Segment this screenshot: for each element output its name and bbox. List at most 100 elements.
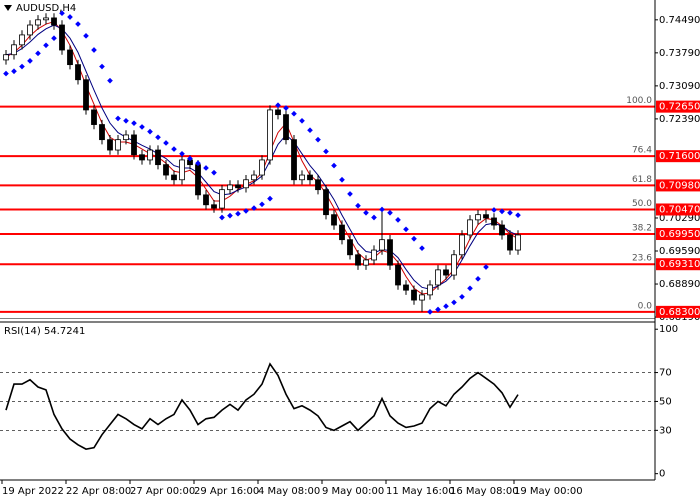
symbol-title: AUDUSD,H4 [16,3,76,14]
candle-body [275,109,281,116]
sar-dot [467,285,473,292]
sar-dot [371,214,377,221]
x-tick-label: 16 May 08:00 [450,486,519,497]
y-tick-label: 30 [659,425,672,436]
y-tick-label: 0 [659,469,665,480]
candle-body [379,239,385,251]
candle-body [251,174,257,181]
candle-body [459,234,465,256]
candle-body [235,184,241,189]
candle-body [507,234,513,251]
candle-body [443,269,449,276]
candle-body [67,49,73,66]
level-price-label: 0.68300 [659,307,700,318]
candle-body [43,17,49,21]
candle-body [387,239,393,266]
sar-dot [171,146,177,152]
labels: AUDUSD,H4 RSI(14) 54.7241 0.74490 0.73790… [2,3,700,497]
y-tick-label: 0.74490 [659,15,700,26]
level-price-label: 0.69310 [659,259,700,270]
sar-dot [315,136,321,143]
x-tick-label: 4 May 08:00 [258,486,320,497]
sar-dot [187,155,193,162]
candle-body [515,234,521,251]
fib-level-name: 50.0 [632,199,652,209]
sar-dot [115,115,121,122]
sar-dot [411,235,417,242]
x-tick-label: 19 Apr 2022 [2,486,64,497]
y-tick-label: 0.73090 [659,81,700,92]
sar-dot [123,117,129,124]
candle-body [203,194,209,206]
sar-dot [515,212,521,218]
sar-dot [483,264,489,270]
sar-dot [155,134,161,141]
sar-dot [299,117,305,124]
sar-dot [499,208,505,215]
candle-body [107,139,113,151]
sar-dot [443,303,449,310]
sar-dot [195,160,201,167]
level-price-box [656,203,700,216]
sar-dot [331,162,337,169]
sar-dot [75,21,81,27]
level-price-label: 0.72650 [659,102,700,113]
sar-dot [27,58,33,64]
sar-dot [139,124,145,130]
candle-body [99,124,105,141]
y-tick-label: 0.72390 [659,114,700,125]
sar-dot [323,148,329,155]
candle-body [219,189,225,209]
sar-dot [475,276,481,282]
sar-dot [267,195,273,202]
level-price-label: 0.69950 [659,229,700,240]
candle-body [427,284,433,296]
x-tick-label: 29 Apr 16:00 [194,486,259,497]
sar-dot [227,212,233,219]
price-panel: 100.0 76.4 61.8 50.0 38.2 23.6 0.0 [0,10,658,484]
sar-dot [355,202,361,209]
sar-dot [419,245,425,252]
candle-body [267,109,273,161]
symbol-menu-icon[interactable] [4,5,12,11]
candle-body [491,217,497,226]
level-price-box [656,179,700,192]
level-price-label: 0.70980 [659,180,700,191]
sar-dot [379,206,385,213]
candle-body [323,189,329,216]
x-tick-label: 27 Apr 00:00 [130,486,195,497]
candle-body [3,54,9,61]
sar-dot [395,217,401,223]
sar-dot [91,47,97,53]
sar-dot [275,102,281,109]
candle-body [371,249,377,261]
candle-body [11,44,17,56]
level-price-box [656,258,700,271]
panel-gap [0,319,700,323]
x-tick-label: 11 May 16:00 [386,486,455,497]
fib-level-name: 61.8 [632,175,652,185]
sar-dot [403,226,409,233]
sar-dot [363,209,369,216]
fib-level-name: 0.0 [638,301,653,311]
candle-body [363,259,369,266]
y-tick-label: 100 [659,324,678,335]
candle-body [315,179,321,191]
sar-dot [99,63,105,70]
fib-level-name: 38.2 [632,224,652,234]
sar-dot [387,209,393,216]
sar-dot [243,208,249,214]
sar-dot [147,128,153,135]
sar-dot [107,77,113,84]
candle-body [299,174,305,181]
sar-dot [259,201,265,208]
candle-body [19,34,25,46]
sar-dot [339,176,345,183]
sar-dot [459,293,465,300]
candle-body [435,269,441,286]
candle-body [131,134,137,156]
candle-body [355,254,361,266]
fib-level-name: 23.6 [632,254,652,264]
